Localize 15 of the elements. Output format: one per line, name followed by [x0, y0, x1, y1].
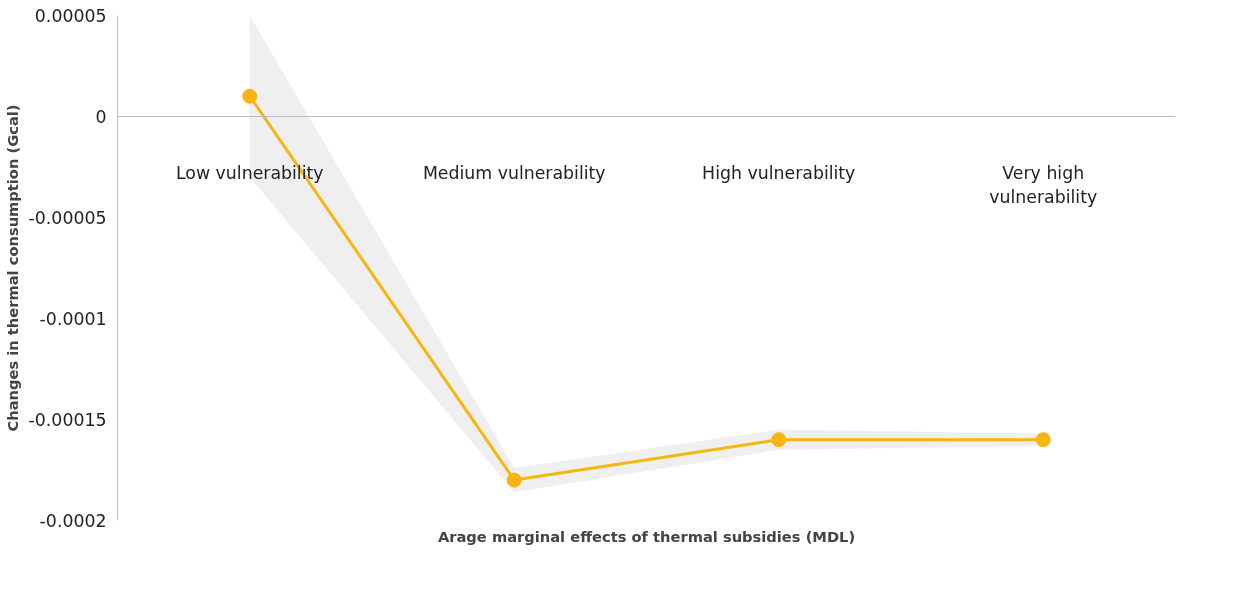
x-axis-title: Arage marginal effects of thermal subsidies (MDL) [437, 527, 856, 545]
y-tick-label: -0.00005 [28, 208, 107, 228]
y-tick-label: -0.0001 [39, 309, 107, 329]
y-tick-label: 0 [95, 107, 107, 127]
x-tick-label: High vulnerability [702, 162, 856, 183]
point [771, 432, 787, 448]
point [506, 472, 522, 488]
y-tick-label: -0.00015 [28, 410, 107, 430]
point [242, 88, 258, 104]
y-axis-title: Changes in thermal consumption (Gcal) [3, 104, 21, 432]
x-tick-label: Very high vulnerability [989, 162, 1098, 207]
x-tick-label: Medium vulnerability [422, 162, 606, 183]
y-tick-label: 0.00005 [34, 6, 107, 26]
y-tick-label: -0.0002 [39, 511, 107, 531]
point [1035, 432, 1051, 448]
